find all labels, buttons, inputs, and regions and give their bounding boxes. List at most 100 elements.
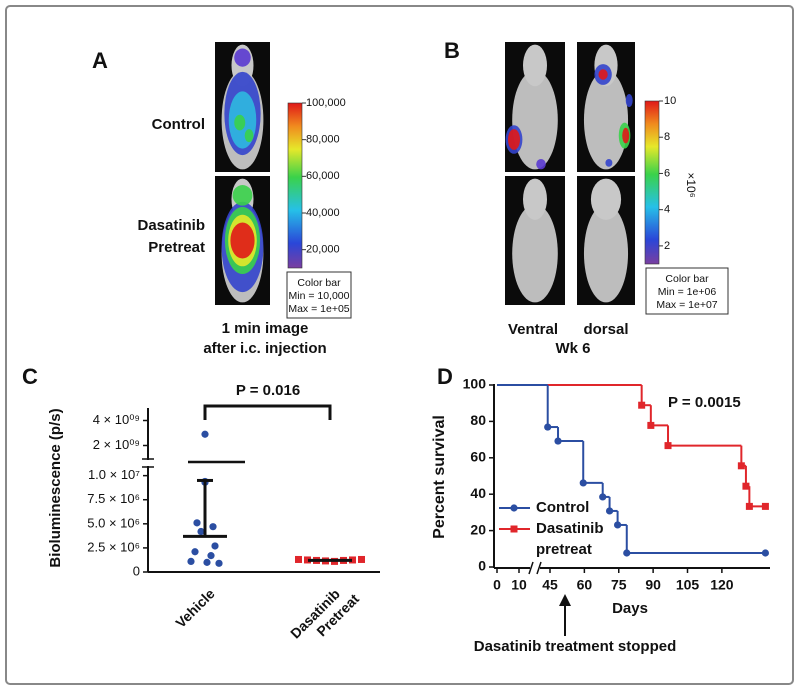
x-tick-label: 10	[511, 577, 527, 593]
significance-bracket	[203, 404, 332, 420]
y-tick-label: 100	[463, 376, 487, 392]
point	[761, 549, 770, 557]
y-tick-label: 2.5 × 10⁶	[87, 539, 140, 554]
signal	[536, 159, 546, 170]
axis-break	[536, 561, 542, 575]
y-tick-label: 20	[470, 521, 486, 537]
y-tick-label: 0	[133, 563, 140, 578]
x-tick-label: 120	[710, 577, 734, 593]
signal	[230, 222, 255, 259]
mouse-head	[590, 178, 622, 220]
point	[599, 493, 607, 501]
point	[554, 437, 562, 445]
mouse-image	[215, 42, 270, 172]
point	[211, 542, 219, 550]
point	[193, 519, 201, 527]
y-axis-label: Percent survival	[431, 415, 448, 539]
point	[187, 557, 195, 566]
row-label: Pretreat	[148, 239, 205, 256]
point	[295, 555, 302, 563]
point	[647, 421, 655, 429]
point	[304, 556, 311, 564]
colorbar-tick-label: 10	[664, 95, 676, 107]
panel-label: A	[92, 48, 108, 73]
mouse-head	[523, 44, 547, 87]
column-label: Ventral	[508, 321, 558, 338]
point	[209, 523, 217, 531]
point	[349, 556, 356, 564]
y-tick-label: 7.5 × 10⁶	[87, 491, 140, 506]
signal	[625, 94, 633, 107]
point	[664, 442, 672, 450]
p-value: P = 0.0015	[668, 394, 741, 411]
signal	[234, 48, 251, 67]
x-tick-label: 75	[611, 577, 627, 593]
point	[215, 559, 223, 567]
y-tick-label: 60	[470, 449, 486, 465]
point	[197, 527, 205, 536]
y-tick-label: 80	[470, 412, 486, 428]
panel-label: C	[22, 364, 38, 389]
mouse-head	[523, 178, 547, 220]
mouse-image	[577, 176, 635, 305]
mouse-body	[583, 204, 629, 303]
colorbar-tick-label: 8	[664, 131, 670, 143]
y-tick-label: 40	[470, 485, 486, 501]
column-label: dorsal	[583, 321, 628, 338]
row-label: Control	[152, 116, 205, 133]
x-axis-label: Days	[612, 600, 648, 617]
row-label: Dasatinib	[137, 217, 205, 234]
colorbar-tick-label: 6	[664, 167, 670, 179]
arrow	[559, 594, 571, 636]
legend-label: Control	[536, 499, 589, 516]
legend-label: Dasatinib pretreat	[536, 520, 604, 558]
point	[742, 482, 750, 490]
signal	[232, 185, 253, 206]
mouse-body	[512, 70, 558, 170]
axis-break	[528, 561, 534, 575]
point	[191, 548, 199, 556]
y-tick-label: 2 × 10⁰⁹	[93, 437, 140, 452]
colorbar-tick-label: 2	[664, 240, 670, 252]
colorbar-box-text: Max = 1e+05	[288, 303, 349, 315]
signal	[508, 129, 520, 150]
frame	[5, 5, 794, 685]
x-tick-label: 90	[645, 577, 661, 593]
colorbar-tick-label: 40,000	[306, 207, 340, 219]
point	[623, 549, 631, 557]
point	[638, 401, 646, 409]
colorbar-box-text: Max = 1e+07	[656, 299, 717, 311]
panel-label: B	[444, 38, 460, 63]
x-tick-label: 105	[676, 577, 700, 593]
point	[579, 479, 587, 487]
colorbar-box-text: Color bar	[297, 277, 341, 289]
colorbar	[644, 100, 660, 265]
colorbar-tick-label: 80,000	[306, 134, 340, 146]
p-value: P = 0.016	[236, 382, 300, 399]
signal	[622, 127, 630, 144]
point	[358, 555, 365, 563]
colorbar-tick-label: 100,000	[306, 97, 346, 109]
signal	[234, 114, 246, 131]
signal	[244, 129, 254, 143]
x-tick-label: 60	[577, 577, 593, 593]
mouse-image	[215, 176, 270, 305]
mouse-body	[512, 204, 558, 303]
y-axis-label: Bioluminescence (p/s)	[47, 408, 64, 567]
point	[201, 430, 209, 438]
colorbar-box	[286, 271, 352, 319]
y-tick-label: 4 × 10⁰⁹	[93, 412, 140, 427]
colorbar-multiplier: ×10⁶	[684, 172, 698, 197]
legend-marker	[510, 504, 518, 512]
x-tick-label: DasatinibPretreat	[287, 578, 362, 653]
colorbar-box	[645, 267, 729, 315]
colorbar-tick-label: 4	[664, 204, 670, 216]
annotation: Dasatinib treatment stopped	[474, 638, 677, 655]
caption: after i.c. injection	[203, 340, 326, 357]
point	[544, 423, 552, 431]
colorbar-tick-label: 60,000	[306, 170, 340, 182]
colorbar-box-text: Color bar	[665, 273, 709, 285]
point	[203, 558, 211, 566]
colorbar	[287, 102, 303, 269]
